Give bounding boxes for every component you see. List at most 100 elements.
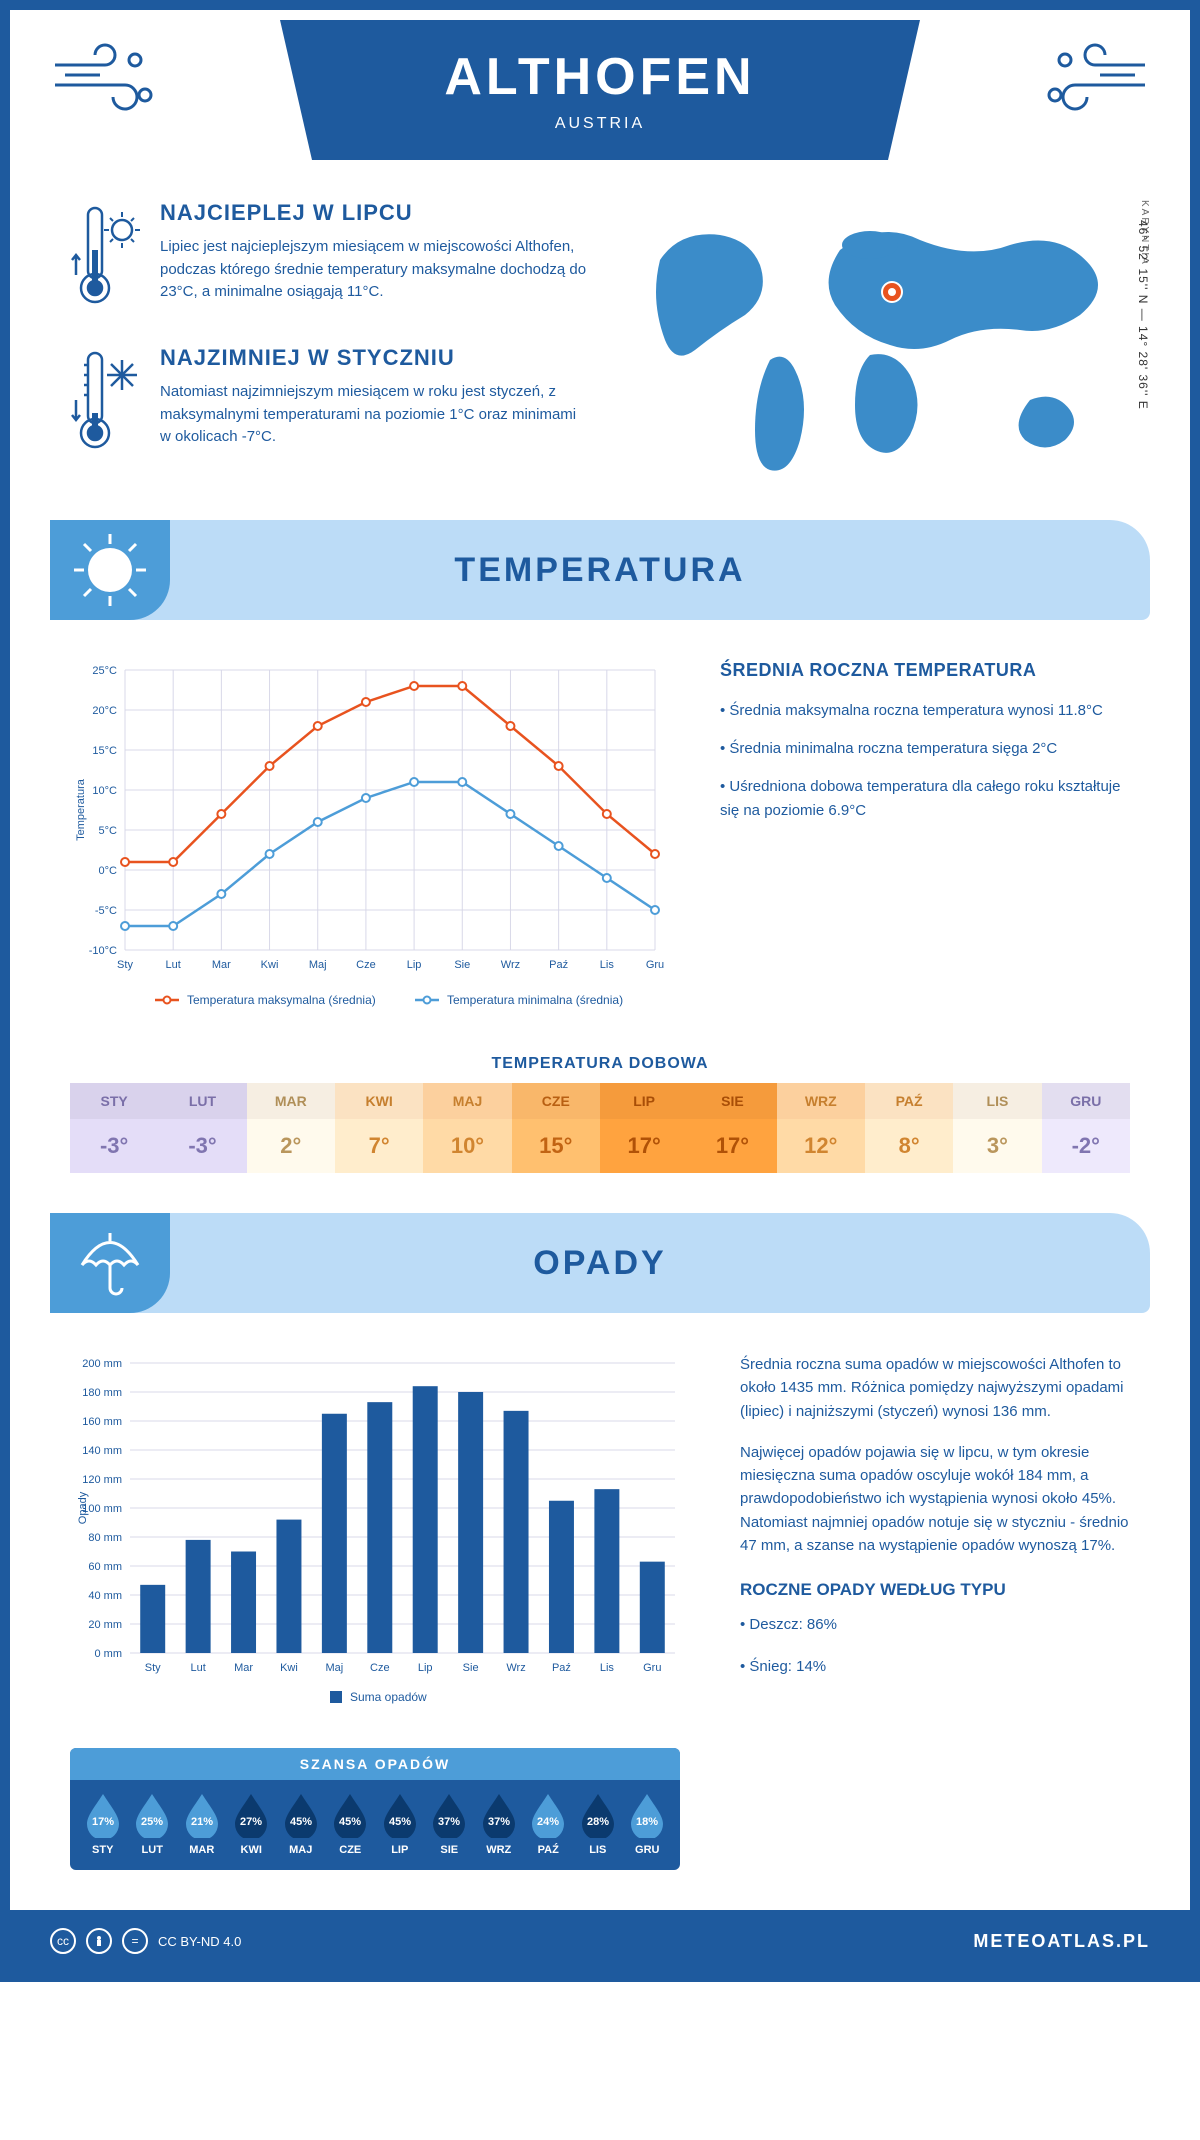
svg-text:Temperatura minimalna (średnia: Temperatura minimalna (średnia) bbox=[447, 993, 623, 1007]
chance-cell: 45% CZE bbox=[326, 1792, 376, 1856]
temperature-title: TEMPERATURA bbox=[454, 551, 745, 590]
precip-para-1: Średnia roczna suma opadów w miejscowośc… bbox=[740, 1353, 1130, 1423]
svg-text:Gru: Gru bbox=[646, 959, 664, 971]
avg-temp-bullet: • Uśredniona dobowa temperatura dla całe… bbox=[720, 775, 1130, 823]
svg-text:160 mm: 160 mm bbox=[82, 1416, 122, 1428]
svg-text:25%: 25% bbox=[141, 1816, 163, 1828]
daily-temp-cell: WRZ 12° bbox=[777, 1083, 865, 1173]
svg-text:-5°C: -5°C bbox=[95, 905, 117, 917]
svg-text:Sty: Sty bbox=[117, 959, 133, 971]
chance-cell: 37% SIE bbox=[425, 1792, 475, 1856]
daily-temp-cell: LIS 3° bbox=[953, 1083, 1041, 1173]
temperature-line-chart: -10°C-5°C0°C5°C10°C15°C20°C25°CStyLutMar… bbox=[70, 660, 670, 1025]
svg-text:Lis: Lis bbox=[600, 1662, 615, 1674]
svg-text:24%: 24% bbox=[537, 1816, 559, 1828]
precipitation-chance-box: SZANSA OPADÓW 17% STY 25% LUT 21% MAR 27… bbox=[70, 1748, 680, 1870]
precipitation-section-header: OPADY bbox=[50, 1213, 1150, 1313]
daily-temp-cell: SIE 17° bbox=[688, 1083, 776, 1173]
precipitation-bar-chart: 0 mm20 mm40 mm60 mm80 mm100 mm120 mm140 … bbox=[70, 1353, 690, 1718]
svg-text:5°C: 5°C bbox=[99, 825, 118, 837]
svg-text:Mar: Mar bbox=[212, 959, 231, 971]
svg-text:Kwi: Kwi bbox=[261, 959, 279, 971]
svg-text:15°C: 15°C bbox=[92, 745, 117, 757]
svg-text:25°C: 25°C bbox=[92, 665, 117, 677]
svg-text:Lut: Lut bbox=[190, 1662, 205, 1674]
license-text: CC BY-ND 4.0 bbox=[158, 1934, 241, 1949]
warmest-text: Lipiec jest najcieplejszym miesiącem w m… bbox=[160, 236, 590, 304]
svg-text:28%: 28% bbox=[587, 1816, 609, 1828]
svg-text:Maj: Maj bbox=[309, 959, 327, 971]
coldest-title: NAJZIMNIEJ W STYCZNIU bbox=[160, 345, 590, 371]
svg-text:37%: 37% bbox=[488, 1816, 510, 1828]
precipitation-title: OPADY bbox=[533, 1244, 666, 1283]
cc-icon: cc bbox=[50, 1928, 76, 1954]
coldest-text: Natomiast najzimniejszym miesiącem w rok… bbox=[160, 381, 590, 449]
daily-temp-cell: LIP 17° bbox=[600, 1083, 688, 1173]
chance-cell: 25% LUT bbox=[128, 1792, 178, 1856]
site-name: METEOATLAS.PL bbox=[973, 1931, 1150, 1952]
svg-text:80 mm: 80 mm bbox=[88, 1532, 122, 1544]
chance-cell: 27% KWI bbox=[227, 1792, 277, 1856]
svg-text:Cze: Cze bbox=[356, 959, 376, 971]
svg-text:21%: 21% bbox=[191, 1816, 213, 1828]
avg-temp-title: ŚREDNIA ROCZNA TEMPERATURA bbox=[720, 660, 1130, 681]
wind-icon bbox=[50, 40, 160, 125]
svg-text:Sty: Sty bbox=[145, 1662, 161, 1674]
svg-text:18%: 18% bbox=[636, 1816, 658, 1828]
svg-text:Suma opadów: Suma opadów bbox=[350, 1690, 427, 1704]
chance-cell: 18% GRU bbox=[623, 1792, 673, 1856]
precip-type-bullet: • Śnieg: 14% bbox=[740, 1655, 1130, 1678]
temperature-section-header: TEMPERATURA bbox=[50, 520, 1150, 620]
svg-text:180 mm: 180 mm bbox=[82, 1387, 122, 1399]
svg-text:Lip: Lip bbox=[418, 1662, 433, 1674]
chance-cell: 45% MAJ bbox=[276, 1792, 326, 1856]
daily-temp-cell: GRU -2° bbox=[1042, 1083, 1130, 1173]
svg-text:0 mm: 0 mm bbox=[95, 1648, 123, 1660]
avg-temp-bullet: • Średnia minimalna roczna temperatura s… bbox=[720, 737, 1130, 761]
daily-temp-table: STY -3°LUT -3°MAR 2°KWI 7°MAJ 10°CZE 15°… bbox=[70, 1083, 1130, 1173]
svg-text:200 mm: 200 mm bbox=[82, 1358, 122, 1370]
svg-text:17%: 17% bbox=[92, 1816, 114, 1828]
svg-text:120 mm: 120 mm bbox=[82, 1474, 122, 1486]
world-map bbox=[630, 200, 1130, 480]
svg-text:Lut: Lut bbox=[166, 959, 181, 971]
chance-cell: 21% MAR bbox=[177, 1792, 227, 1856]
chance-cell: 45% LIP bbox=[375, 1792, 425, 1856]
intro-section: NAJCIEPLEJ W LIPCU Lipiec jest najcieple… bbox=[10, 180, 1190, 520]
country-subtitle: AUSTRIA bbox=[555, 115, 645, 133]
daily-temp-cell: MAR 2° bbox=[247, 1083, 335, 1173]
thermometer-hot-icon bbox=[70, 200, 140, 315]
svg-text:Kwi: Kwi bbox=[280, 1662, 298, 1674]
svg-text:Gru: Gru bbox=[643, 1662, 661, 1674]
warmest-block: NAJCIEPLEJ W LIPCU Lipiec jest najcieple… bbox=[70, 200, 590, 315]
daily-temp-cell: MAJ 10° bbox=[423, 1083, 511, 1173]
chance-cell: 28% LIS bbox=[573, 1792, 623, 1856]
svg-text:45%: 45% bbox=[290, 1816, 312, 1828]
city-title: ALTHOFEN bbox=[444, 47, 755, 107]
svg-text:45%: 45% bbox=[389, 1816, 411, 1828]
coordinates: 46° 52' 15'' N — 14° 28' 36'' E bbox=[1136, 220, 1150, 410]
svg-text:Wrz: Wrz bbox=[501, 959, 520, 971]
header: ALTHOFEN AUSTRIA bbox=[10, 10, 1190, 180]
chance-cell: 24% PAŹ bbox=[524, 1792, 574, 1856]
svg-text:Sie: Sie bbox=[454, 959, 470, 971]
svg-text:20 mm: 20 mm bbox=[88, 1619, 122, 1631]
svg-text:-10°C: -10°C bbox=[89, 945, 117, 957]
svg-text:45%: 45% bbox=[339, 1816, 361, 1828]
svg-text:27%: 27% bbox=[240, 1816, 262, 1828]
precip-para-2: Najwięcej opadów pojawia się w lipcu, w … bbox=[740, 1441, 1130, 1557]
umbrella-icon bbox=[50, 1213, 170, 1313]
svg-text:140 mm: 140 mm bbox=[82, 1445, 122, 1457]
svg-text:Temperatura maksymalna (średni: Temperatura maksymalna (średnia) bbox=[187, 993, 376, 1007]
daily-temp-cell: PAŹ 8° bbox=[865, 1083, 953, 1173]
sun-icon bbox=[50, 520, 170, 620]
precip-type-bullet: • Deszcz: 86% bbox=[740, 1613, 1130, 1636]
thermometer-cold-icon bbox=[70, 345, 140, 460]
daily-temp-cell: CZE 15° bbox=[512, 1083, 600, 1173]
precip-type-title: ROCZNE OPADY WEDŁUG TYPU bbox=[740, 1577, 1130, 1603]
coldest-block: NAJZIMNIEJ W STYCZNIU Natomiast najzimni… bbox=[70, 345, 590, 460]
avg-temp-bullet: • Średnia maksymalna roczna temperatura … bbox=[720, 699, 1130, 723]
title-banner: ALTHOFEN AUSTRIA bbox=[280, 20, 920, 160]
chance-title: SZANSA OPADÓW bbox=[70, 1748, 680, 1780]
chance-cell: 17% STY bbox=[78, 1792, 128, 1856]
